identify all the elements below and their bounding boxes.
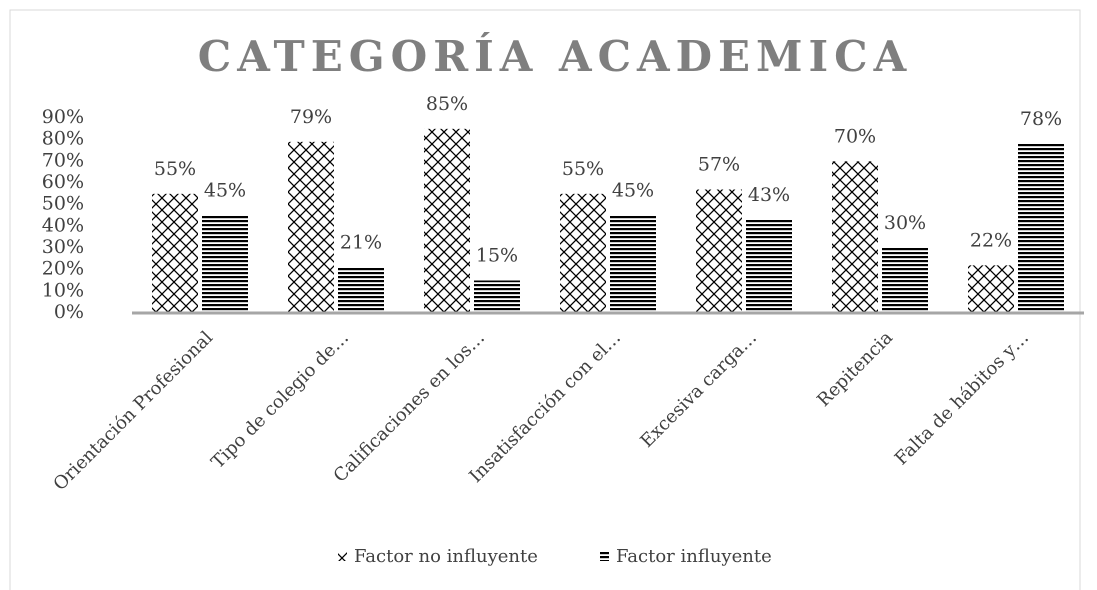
data-label: 45% (612, 180, 654, 202)
bar (746, 219, 792, 313)
data-label: 22% (970, 229, 1012, 251)
bar (560, 193, 606, 313)
x-tick-label: Insatisfacción con el… (465, 327, 625, 487)
bar (610, 215, 656, 313)
data-label: 15% (476, 245, 518, 267)
data-label: 30% (884, 212, 926, 234)
bar (288, 141, 334, 313)
x-tick-label: Excesiva carga… (636, 327, 761, 452)
data-label: 79% (290, 106, 332, 128)
bar (424, 128, 470, 313)
chart-border (9, 9, 1081, 590)
bar (968, 265, 1014, 313)
legend-label: Factor influyente (616, 546, 772, 567)
data-label: 85% (426, 93, 468, 115)
data-label: 55% (154, 158, 196, 180)
bar (832, 161, 878, 313)
data-label: 45% (204, 180, 246, 202)
x-tick-label: Repitencia (813, 327, 897, 411)
bar (1018, 144, 1064, 313)
x-tick-label: Calificaciones en los… (330, 327, 489, 486)
legend-label: Factor no influyente (354, 546, 538, 567)
data-label: 78% (1020, 108, 1062, 130)
bar (338, 267, 384, 313)
bar (474, 280, 520, 313)
y-tick-label: 20% (42, 258, 84, 280)
data-label: 70% (834, 125, 876, 147)
y-tick-label: 90% (42, 106, 84, 128)
data-label: 43% (748, 184, 790, 206)
y-tick-label: 10% (42, 279, 84, 301)
y-tick-label: 60% (42, 171, 84, 193)
y-tick-label: 40% (42, 214, 84, 236)
legend-swatch (338, 552, 347, 561)
y-tick-label: 80% (42, 128, 84, 150)
x-tick-label: Orientación Profesional (49, 327, 217, 495)
y-tick-label: 70% (42, 149, 84, 171)
y-tick-label: 0% (54, 301, 84, 323)
data-label: 21% (340, 232, 382, 254)
legend-swatch (600, 552, 609, 561)
chart-title: CATEGORÍA ACADEMICA (198, 31, 912, 81)
bar (882, 248, 928, 313)
bar (696, 189, 742, 313)
bar (152, 193, 198, 313)
x-tick-label: Falta de hábitos y… (891, 327, 1033, 469)
data-label: 55% (562, 158, 604, 180)
y-tick-label: 30% (42, 236, 84, 258)
x-tick-label: Tipo de colegio de… (207, 327, 353, 473)
y-tick-label: 50% (42, 193, 84, 215)
data-label: 57% (698, 154, 740, 176)
bar (202, 215, 248, 313)
